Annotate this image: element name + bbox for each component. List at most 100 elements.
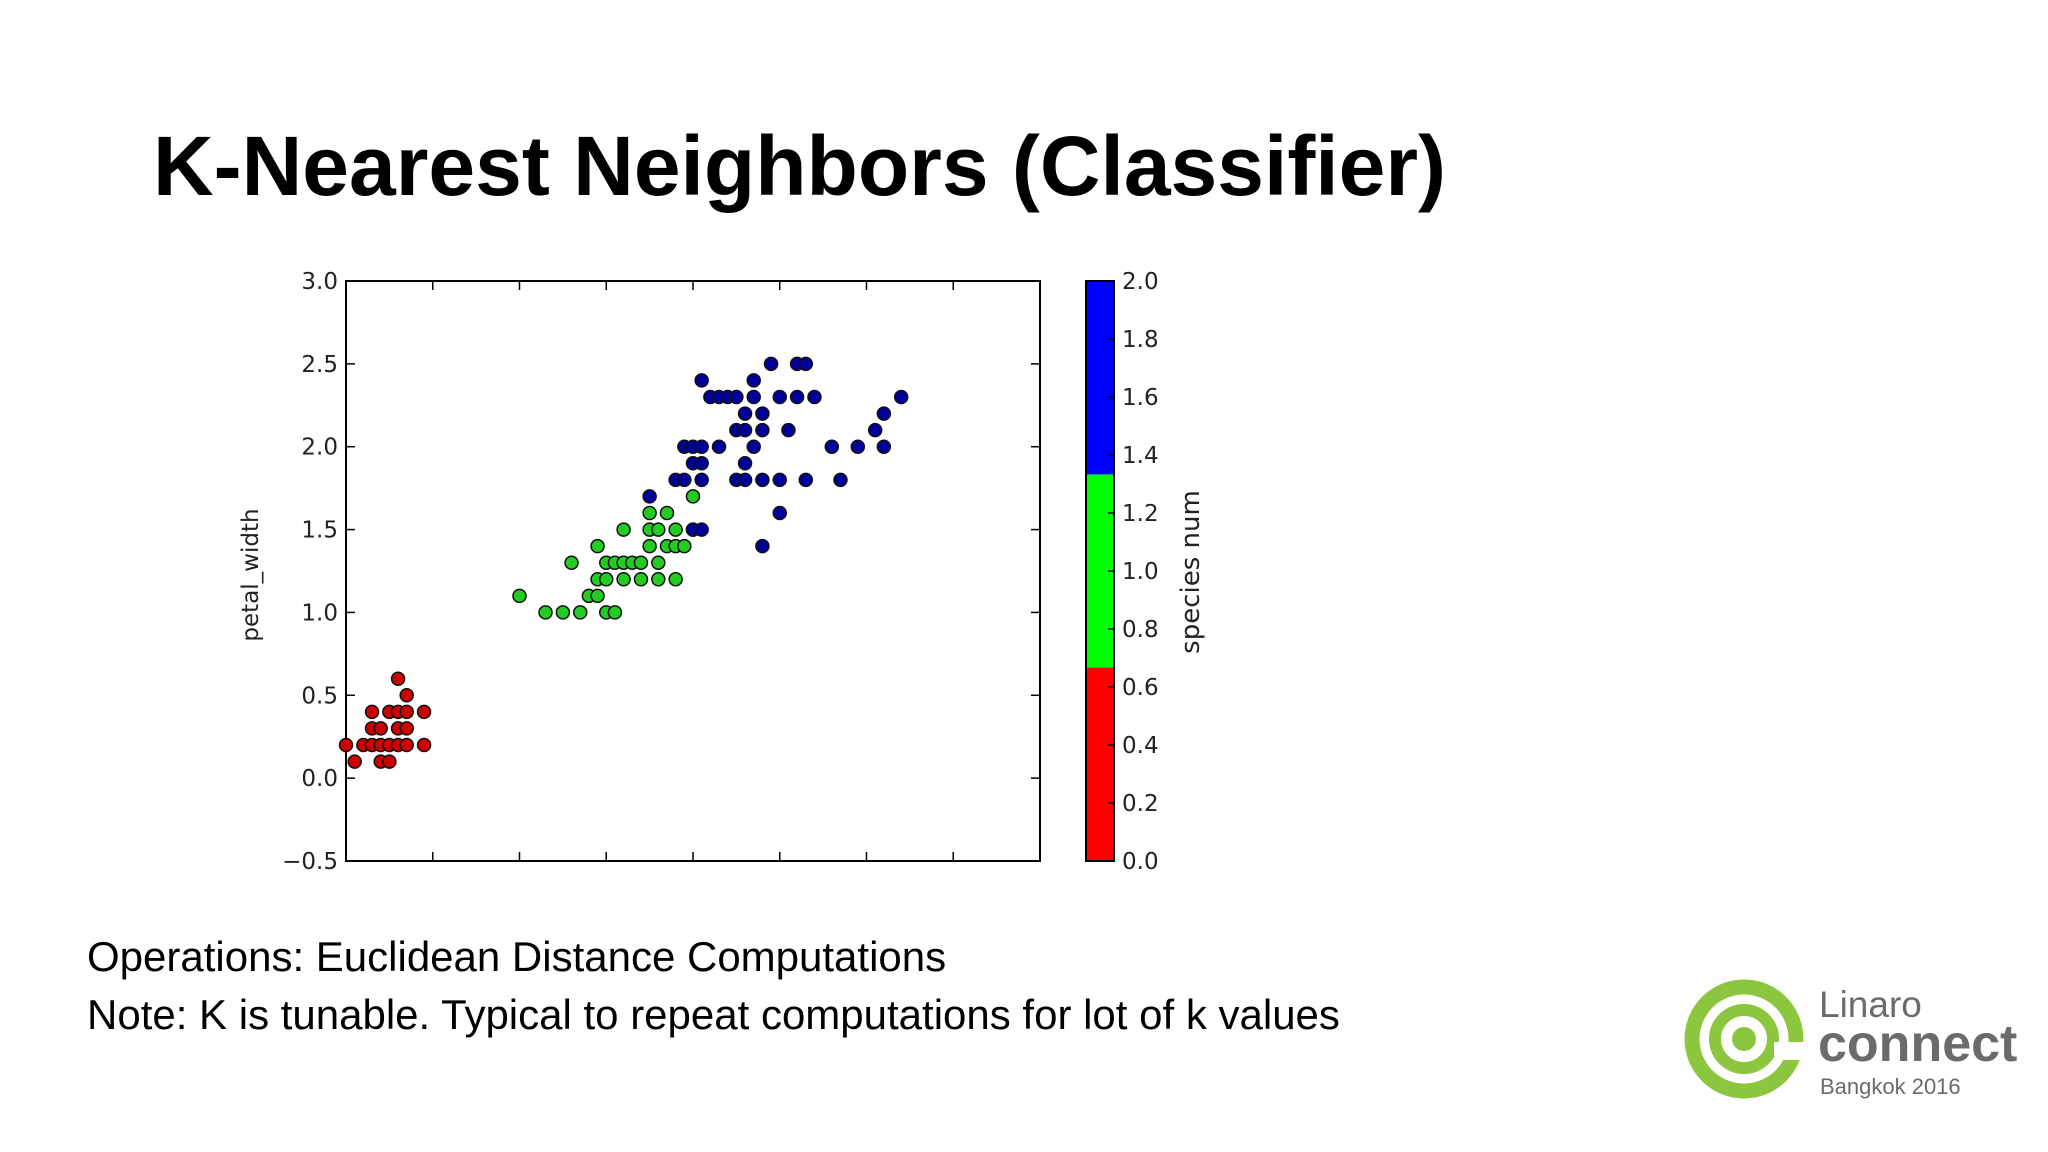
data-point-series-2 — [729, 389, 744, 405]
data-point-series-1 — [668, 522, 683, 537]
logo-product: connect — [1818, 1015, 2018, 1073]
y-tick-label: 0.0 — [301, 766, 338, 792]
y-tick-label: 2.0 — [301, 435, 338, 461]
colorbar-tick-label: 1.2 — [1122, 501, 1159, 527]
data-point-series-2 — [737, 422, 753, 438]
colorbar-tick-label: 1.6 — [1122, 385, 1159, 411]
data-point-series-2 — [850, 439, 866, 454]
data-point-series-2 — [824, 439, 840, 454]
data-point-series-1 — [677, 538, 692, 554]
data-point-series-1 — [651, 555, 666, 570]
colorbar-tick-label: 0.6 — [1122, 675, 1159, 701]
colorbar-tick-label: 1.0 — [1122, 559, 1159, 585]
colorbar-tick-label: 0.0 — [1122, 849, 1159, 875]
y-tick-label: 0.5 — [301, 683, 338, 709]
data-point-series-1 — [642, 538, 657, 554]
colorbar-tick-label: 0.4 — [1122, 733, 1159, 759]
data-point-series-2 — [772, 505, 787, 521]
data-point-series-0 — [399, 721, 414, 736]
data-point-series-2 — [798, 356, 814, 372]
data-point-series-0 — [364, 704, 380, 720]
colorbar-band-2 — [1086, 281, 1114, 475]
data-point-series-2 — [876, 439, 892, 454]
data-point-series-1 — [590, 538, 605, 554]
data-point-series-0 — [373, 721, 388, 736]
data-point-series-1 — [555, 605, 571, 620]
y-axis-label: petal_width — [238, 508, 264, 641]
note-line-operations: Operations: Euclidean Distance Computati… — [87, 933, 947, 980]
colorbar: 0.0 0.2 0.4 0.6 0.8 1.0 1.2 1.4 1.6 1.8 2.0 — [1085, 269, 1159, 875]
data-point-series-2 — [798, 472, 814, 488]
linaro-connect-logo: Linaro connect Bangkok 2016 — [1682, 972, 2022, 1102]
data-point-series-2 — [694, 472, 709, 488]
data-point-series-2 — [755, 422, 770, 438]
data-point-series-2 — [746, 439, 761, 454]
data-point-series-2 — [642, 489, 657, 504]
data-point-series-2 — [737, 406, 753, 421]
data-point-series-2 — [755, 472, 770, 488]
data-point-series-0 — [416, 704, 432, 720]
data-point-series-2 — [876, 406, 892, 421]
data-point-series-1 — [659, 505, 675, 521]
y-tick-label: 3.0 — [301, 269, 338, 295]
logo-event: Bangkok 2016 — [1820, 1074, 1961, 1099]
plot-area: −0.5 0.0 0.5 1.0 1.5 2.0 2.5 3.0 — [282, 269, 1041, 875]
data-point-series-2 — [694, 373, 709, 388]
y-tick-label: −0.5 — [282, 849, 338, 875]
logo-brand: Linaro — [1819, 984, 1922, 1025]
data-point-series-0 — [382, 754, 397, 769]
colorbar-tick-label: 0.8 — [1122, 617, 1159, 643]
slide-title: K-Nearest Neighbors (Classifier) — [153, 119, 1447, 213]
data-point-series-2 — [893, 389, 909, 405]
data-point-series-1 — [651, 572, 666, 587]
colorbar-band-0 — [1086, 667, 1114, 861]
data-point-series-2 — [746, 389, 761, 405]
data-point-series-2 — [677, 472, 692, 488]
data-point-series-2 — [807, 389, 822, 405]
data-point-series-2 — [694, 439, 709, 454]
data-point-series-1 — [651, 522, 666, 537]
data-point-series-1 — [616, 572, 631, 587]
data-point-series-2 — [867, 422, 883, 438]
data-point-series-0 — [416, 737, 432, 753]
colorbar-tick-label: 1.4 — [1122, 443, 1159, 469]
data-point-series-0 — [390, 671, 406, 686]
data-point-series-2 — [737, 456, 753, 471]
colorbar-label: species num — [1176, 490, 1206, 654]
data-point-series-2 — [789, 389, 805, 405]
data-point-series-2 — [781, 422, 796, 438]
data-point-series-1 — [633, 555, 649, 570]
data-point-series-2 — [694, 522, 709, 537]
data-point-series-1 — [616, 522, 631, 537]
data-point-series-2 — [746, 373, 761, 388]
data-point-series-0 — [399, 688, 414, 703]
data-point-series-0 — [338, 737, 354, 753]
plot-frame — [345, 280, 1041, 862]
data-point-series-1 — [538, 605, 553, 620]
data-point-series-2 — [772, 389, 787, 405]
y-tick-label: 2.5 — [301, 352, 338, 378]
data-point-series-1 — [599, 572, 614, 587]
data-point-series-1 — [512, 588, 527, 604]
data-point-series-1 — [642, 505, 657, 521]
data-point-series-0 — [347, 754, 362, 769]
data-point-series-2 — [694, 456, 709, 471]
data-point-series-0 — [399, 704, 414, 720]
colorbar-tick-label: 2.0 — [1122, 269, 1159, 295]
linaro-logo-icon — [1684, 979, 1812, 1099]
data-point-series-1 — [685, 489, 701, 504]
note-line-k-tunable: Note: K is tunable. Typical to repeat co… — [87, 991, 1340, 1038]
data-point-series-0 — [399, 737, 414, 753]
data-point-series-2 — [711, 439, 727, 454]
data-point-series-2 — [755, 406, 770, 421]
colorbar-tick-label: 0.2 — [1122, 791, 1159, 817]
slide-notes: Operations: Euclidean Distance Computati… — [87, 928, 1340, 1044]
colorbar-tick-label: 1.8 — [1122, 327, 1159, 353]
data-point-series-1 — [590, 588, 605, 604]
data-point-series-1 — [607, 605, 623, 620]
y-tick-label: 1.0 — [301, 600, 338, 626]
data-point-series-2 — [763, 356, 779, 372]
data-point-series-1 — [564, 555, 579, 570]
y-tick-label: 1.5 — [301, 518, 338, 544]
data-point-series-1 — [668, 572, 683, 587]
